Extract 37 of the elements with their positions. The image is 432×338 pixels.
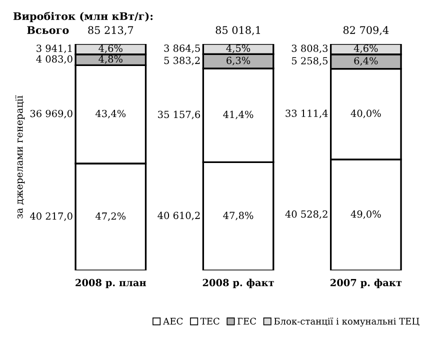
annotation: 36 969,0: [30, 110, 72, 118]
data-label: 47,2%: [96, 212, 126, 221]
y-axis-title: за джерелами генерації: [15, 95, 25, 219]
data-label: 4,8%: [98, 55, 122, 64]
data-label: 4,6%: [354, 44, 378, 54]
annotation: 3 808,3: [292, 44, 328, 54]
annotation: 40 528,2: [285, 210, 328, 219]
data-label: 6,3%: [226, 56, 250, 66]
data-label: 4,6%: [98, 44, 122, 54]
x-tick-label: 2008 р. план: [76, 278, 146, 288]
data-label: 4,5%: [226, 44, 250, 54]
data-label: 49,0%: [350, 210, 381, 219]
annotation: 4 083,0: [36, 55, 72, 64]
annotation: 3 941,1: [36, 44, 72, 54]
annotation: 33 111,4: [286, 110, 328, 118]
annotation: 35 157,6: [158, 110, 200, 120]
text: 85 213,7: [88, 26, 134, 36]
annotation: 40 217,0: [30, 212, 72, 221]
legend-label: ГЕС: [238, 318, 256, 325]
legend-label: ТЕС: [200, 318, 220, 325]
annotation: 3 864,5: [164, 44, 200, 54]
data-label: 40,0%: [350, 110, 381, 118]
data-label: 6,4%: [354, 57, 378, 66]
text: 85 018,1: [216, 26, 260, 36]
legend-label: АЕС: [162, 318, 183, 325]
text: Всього: [27, 26, 69, 34]
annotation: 40 610,2: [158, 212, 200, 220]
legend-label: Блок-станції і комунальні ТЕЦ: [274, 318, 420, 326]
data-label: 43,4%: [96, 110, 126, 118]
annotation: 5 258,5: [292, 57, 328, 66]
annotation: 5 383,2: [164, 56, 200, 66]
data-label: 41,4%: [223, 110, 254, 120]
x-tick-label: 2007 р. факт: [330, 278, 402, 288]
text: 82 709,4: [343, 26, 389, 36]
x-tick-label: 2008 р. факт: [202, 278, 274, 288]
data-label: 47,8%: [223, 212, 254, 220]
chart-title: Виробіток (млн кВт/г):: [13, 12, 153, 22]
